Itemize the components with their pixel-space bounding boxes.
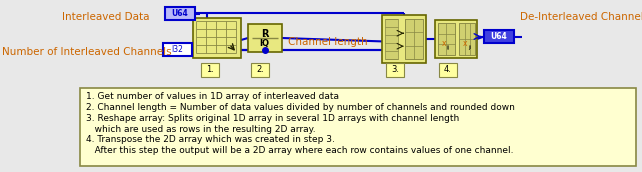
Text: x: x (463, 39, 467, 48)
Text: Interleaved Data: Interleaved Data (62, 12, 150, 22)
Text: 1.: 1. (206, 66, 214, 74)
Bar (484, 30, 514, 43)
Bar (165, 7, 195, 20)
Text: .: . (263, 27, 267, 40)
Bar (201, 63, 219, 77)
Bar (438, 23, 455, 55)
Text: 4.: 4. (444, 66, 452, 74)
Text: I32: I32 (171, 45, 184, 54)
Text: ji: ji (469, 45, 471, 50)
Bar (163, 43, 192, 56)
Bar (80, 88, 636, 166)
Text: U64: U64 (490, 32, 507, 41)
Text: x: x (442, 39, 446, 48)
Text: Number of Interleaved Channels: Number of Interleaved Channels (2, 47, 171, 57)
Text: U64: U64 (171, 9, 188, 18)
Text: IQ: IQ (259, 39, 269, 48)
Bar (405, 19, 423, 59)
Text: which are used as rows in the resulting 2D array.: which are used as rows in the resulting … (86, 125, 316, 133)
Text: ij: ij (447, 45, 449, 50)
Text: After this step the output will be a 2D array where each row contains values of : After this step the output will be a 2D … (86, 146, 514, 155)
Text: 2.: 2. (256, 66, 264, 74)
Bar (0, 0, 642, 82)
Bar (385, 19, 398, 59)
Text: 1. Get number of values in 1D array of interleaved data: 1. Get number of values in 1D array of i… (86, 92, 339, 101)
Text: De-Interleaved Channel Data: De-Interleaved Channel Data (520, 12, 642, 22)
Text: R: R (261, 29, 269, 39)
Text: 4. Transpose the 2D array which was created in step 3.: 4. Transpose the 2D array which was crea… (86, 135, 335, 144)
Bar (193, 18, 241, 58)
Text: 3. Reshape array: Splits original 1D array in several 1D arrays with channel len: 3. Reshape array: Splits original 1D arr… (86, 114, 459, 123)
Bar (382, 15, 426, 63)
Text: 2. Channel length = Number of data values divided by number of channels and roun: 2. Channel length = Number of data value… (86, 103, 515, 112)
Bar (460, 23, 475, 55)
Bar (248, 24, 282, 52)
Text: Channel length: Channel length (288, 37, 368, 47)
Bar (435, 20, 477, 58)
Text: 3.: 3. (391, 66, 399, 74)
Bar (386, 63, 404, 77)
Bar (439, 63, 457, 77)
Bar (251, 63, 269, 77)
